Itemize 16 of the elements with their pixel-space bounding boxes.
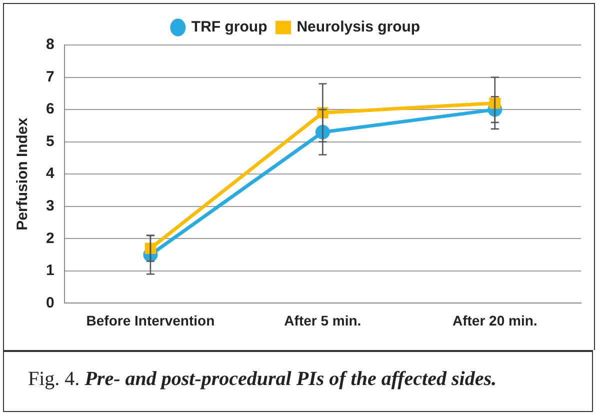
y-tick-label: 0 <box>46 294 54 312</box>
y-tick-label: 7 <box>46 68 54 86</box>
y-axis-title: Perfusion Index <box>14 117 32 230</box>
y-tick-label: 4 <box>46 165 55 182</box>
y-tick-label: 3 <box>46 198 54 215</box>
y-tick-label: 2 <box>46 230 54 247</box>
y-tick-label: 5 <box>46 132 54 150</box>
y-tick-label: 8 <box>46 36 54 54</box>
x-tick-label: After 5 min. <box>284 312 362 328</box>
y-tick-label: 1 <box>46 262 54 280</box>
legend-label: TRF group <box>191 18 268 36</box>
caption: Fig. 4. Pre- and post-procedural PIs of the affected sides. <box>28 368 496 390</box>
x-tick-label: After 20 min. <box>452 312 538 328</box>
legend-label: Neurolysis group <box>296 18 420 36</box>
x-tick-label: Before Intervention <box>86 312 215 328</box>
y-tick-label: 6 <box>46 100 54 118</box>
